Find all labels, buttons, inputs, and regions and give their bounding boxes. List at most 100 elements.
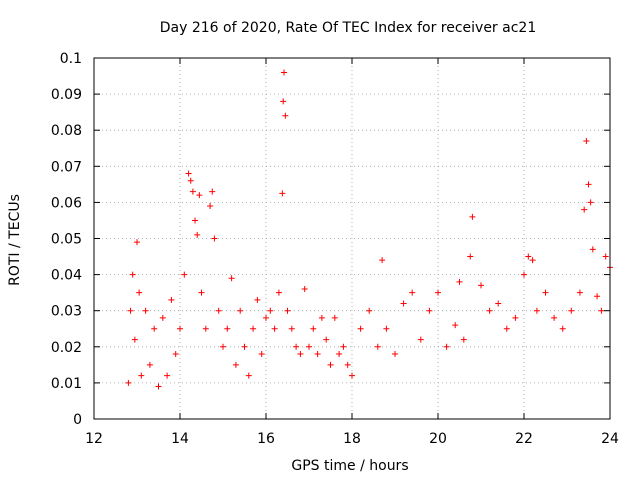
data-point <box>127 307 134 314</box>
data-point <box>146 361 153 368</box>
grid <box>94 58 610 419</box>
data-point <box>357 325 364 332</box>
data-point <box>198 289 205 296</box>
data-point <box>136 289 143 296</box>
data-point <box>521 271 527 278</box>
data-point <box>267 307 274 314</box>
data-point <box>189 188 196 195</box>
data-point <box>529 257 536 264</box>
data-point <box>366 307 373 314</box>
data-point <box>250 325 257 332</box>
data-point <box>155 383 162 390</box>
data-point <box>151 325 158 332</box>
data-point <box>533 307 540 314</box>
x-tick-label: 16 <box>257 431 275 447</box>
data-point <box>589 246 596 253</box>
data-point <box>125 379 132 386</box>
data-point <box>310 325 317 332</box>
data-point <box>129 271 136 278</box>
y-tick-label: 0.08 <box>51 123 82 139</box>
data-point <box>349 372 355 379</box>
data-point <box>323 336 330 343</box>
data-point <box>568 307 575 314</box>
data-point <box>281 69 288 76</box>
data-point <box>177 325 183 332</box>
data-points <box>125 69 613 390</box>
data-point <box>392 351 398 358</box>
data-point <box>280 98 287 105</box>
y-tick-label: 0.05 <box>51 232 82 248</box>
y-tick-label: 0.07 <box>51 159 82 175</box>
data-point <box>288 325 295 332</box>
data-point <box>241 343 248 350</box>
data-point <box>583 138 590 145</box>
data-point <box>131 336 138 343</box>
data-point <box>400 300 407 307</box>
data-point <box>374 343 381 350</box>
data-point <box>181 271 188 278</box>
data-point <box>207 203 214 210</box>
data-point <box>340 343 347 350</box>
data-point <box>460 336 467 343</box>
data-point <box>379 257 386 264</box>
data-point <box>293 343 300 350</box>
data-point <box>254 296 261 303</box>
data-point <box>258 351 265 358</box>
y-tick-label: 0.1 <box>60 51 82 67</box>
x-tick-label: 22 <box>515 431 533 447</box>
data-point <box>478 282 484 289</box>
data-point <box>318 314 325 321</box>
data-point <box>138 372 145 379</box>
y-tick-label: 0.03 <box>51 304 82 320</box>
x-axis-ticks: 12 14 16 18 20 22 24 <box>85 58 619 447</box>
data-point <box>452 322 459 329</box>
chart-title: Day 216 of 2020, Rate Of TEC Index for r… <box>160 20 536 36</box>
data-point <box>301 286 308 293</box>
x-tick-label: 18 <box>343 431 361 447</box>
data-point <box>602 253 609 260</box>
data-point <box>594 293 601 300</box>
data-point <box>443 343 450 350</box>
data-point <box>336 351 343 358</box>
data-point <box>344 361 351 368</box>
x-tick-label: 12 <box>85 431 103 447</box>
data-point <box>159 314 166 321</box>
data-point <box>187 177 194 184</box>
data-point <box>211 235 218 242</box>
data-point <box>467 253 474 260</box>
data-point <box>263 314 269 321</box>
data-point <box>306 343 312 350</box>
data-point <box>383 325 390 332</box>
data-point <box>435 289 441 296</box>
data-point <box>192 217 199 224</box>
data-point <box>581 206 588 213</box>
data-point <box>559 325 566 332</box>
y-tick-label: 0.02 <box>51 340 82 356</box>
data-point <box>512 314 519 321</box>
data-point <box>196 192 203 199</box>
data-point <box>185 170 192 177</box>
y-tick-label: 0.04 <box>51 268 82 284</box>
data-point <box>168 296 175 303</box>
data-point <box>327 361 334 368</box>
data-point <box>164 372 171 379</box>
data-point <box>576 289 583 296</box>
data-point <box>134 239 140 246</box>
data-point <box>228 275 235 282</box>
data-point <box>314 351 321 358</box>
data-point <box>409 289 416 296</box>
data-point <box>598 307 605 314</box>
data-point <box>284 307 291 314</box>
y-tick-label: 0.01 <box>51 376 82 392</box>
data-point <box>224 325 231 332</box>
data-point <box>194 231 201 238</box>
data-point <box>587 199 594 206</box>
data-point <box>542 289 549 296</box>
data-point <box>469 213 476 220</box>
y-tick-label: 0 <box>73 412 82 428</box>
data-point <box>503 325 510 332</box>
data-point <box>202 325 209 332</box>
data-point <box>172 351 179 358</box>
data-point <box>279 190 286 197</box>
